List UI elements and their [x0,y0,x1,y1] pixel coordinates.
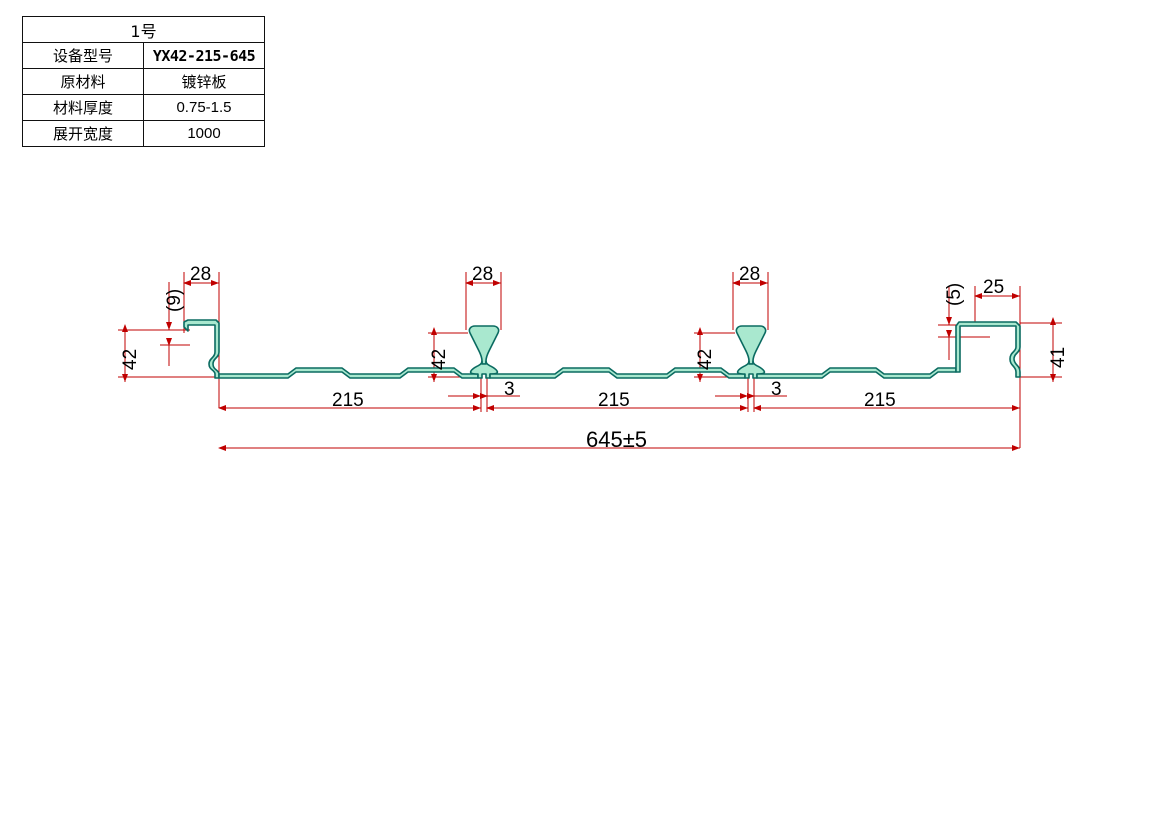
table-row: 设备型号 YX42-215-645 [22,42,265,69]
spec-label-developed-width: 展开宽度 [22,120,144,147]
dimtext-rib2-height-42: 42 [695,348,716,370]
spec-value-thickness: 0.75-1.5 [143,94,265,121]
dimtext-right-height-41: 41 [1048,346,1069,368]
spec-value-model: YX42-215-645 [143,42,265,69]
dimtext-right-width-25: 25 [983,277,1005,298]
spec-value-material: 镀锌板 [143,68,265,95]
dimtext-rib1-height-42: 42 [429,348,450,370]
sheet-profile [183,319,1021,379]
profile-pan-right [756,367,957,379]
spec-value-developed-width: 1000 [143,120,265,147]
profile-rib-1 [468,325,500,365]
dimtext-pitch-3: 215 [864,390,896,411]
profile-right-edge [955,321,1021,378]
dimtext-rib2-base-3: 3 [771,379,782,400]
spec-label-model: 设备型号 [22,42,144,69]
profile-left-edge [183,319,220,379]
dimtext-left-lip-9: (9) [164,288,185,312]
table-row: 展开宽度 1000 [22,120,265,147]
profile-rib-2 [735,325,767,365]
table-row: 材料厚度 0.75-1.5 [22,94,265,121]
dimtext-overall-width: 645±5 [586,427,648,452]
dimtext-left-width-28: 28 [190,264,212,285]
dimension-layer [118,272,1062,451]
dimtext-pitch-2: 215 [598,390,630,411]
dimtext-rib2-width-28: 28 [739,264,761,285]
spec-label-thickness: 材料厚度 [22,94,144,121]
spec-title-cell: 1号 [22,16,265,43]
dimtext-rib1-width-28: 28 [472,264,494,285]
table-row-title: 1号 [22,16,265,43]
dimtext-right-lip-5: (5) [944,282,965,306]
dimtext-left-height-42: 42 [120,348,141,370]
dimtext-rib1-base-3: 3 [504,379,515,400]
dimtext-pitch-1: 215 [332,390,364,411]
spec-table: 1号 设备型号 YX42-215-645 原材料 镀锌板 材料厚度 0.75-1… [22,16,265,147]
